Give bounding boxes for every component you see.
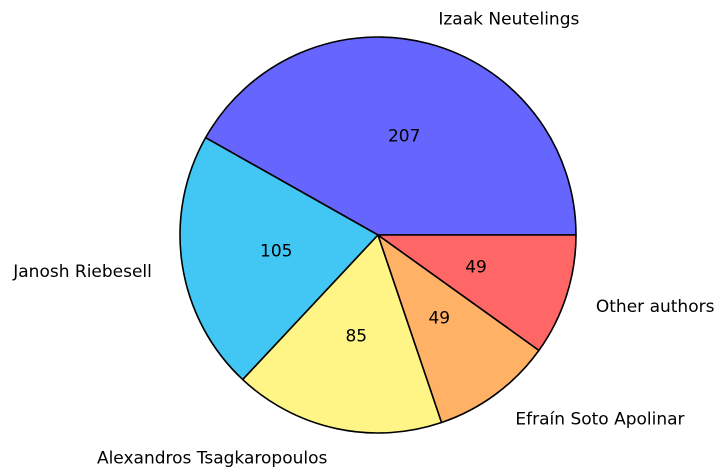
slice-value-label: 207: [388, 126, 420, 146]
slice-name-label: Janosh Riebesell: [12, 262, 152, 282]
slice-name-label: Efraín Soto Apolinar: [515, 409, 684, 429]
pie-slice-alexandros-tsagkaropoulos: [241, 234, 443, 434]
pie-slice-janosh-riebesell: [179, 136, 379, 381]
slice-value-label: 49: [428, 309, 450, 329]
slice-value-label: 105: [260, 242, 292, 262]
pie-slice-other-authors: [377, 234, 577, 352]
slice-name-label: Izaak Neutelings: [438, 10, 579, 30]
slice-name-label: Other authors: [596, 297, 715, 317]
slice-value-label: 85: [345, 327, 367, 347]
slice-value-label: 49: [465, 258, 487, 278]
slice-name-label: Alexandros Tsagkaropoulos: [97, 449, 328, 469]
pie-slice-efrai-n-soto-apolinar: [377, 234, 540, 424]
pie-slice-izaak-neutelings: [204, 36, 577, 236]
